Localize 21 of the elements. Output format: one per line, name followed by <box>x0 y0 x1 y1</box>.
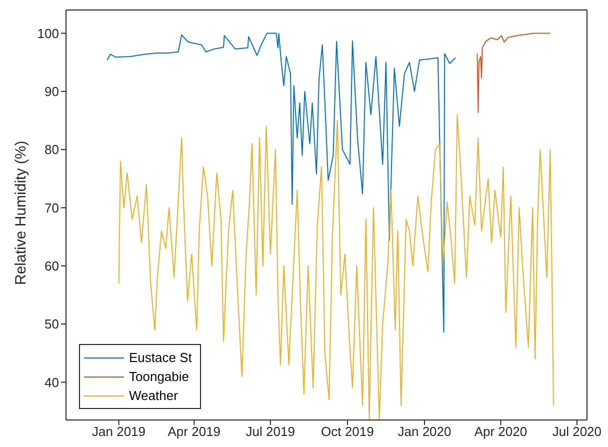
x-tick-label: Jan 2019 <box>92 424 146 440</box>
y-tick-label: 40 <box>44 374 59 390</box>
x-tick-label: Jul 2019 <box>246 424 295 440</box>
line-series <box>118 114 554 420</box>
y-tick-label: 50 <box>44 316 59 332</box>
line-series <box>106 32 456 333</box>
y-tick-label: 70 <box>44 200 59 216</box>
legend-label: Weather <box>129 387 178 404</box>
x-tick-label: Oct 2019 <box>321 424 374 440</box>
line-series <box>476 32 551 113</box>
x-tick-label: Jan 2020 <box>398 424 452 440</box>
x-tick-label: Apr 2019 <box>168 424 221 440</box>
x-tick-label: Jul 2020 <box>552 424 602 440</box>
y-axis-title: Relative Humidity (%) <box>12 140 30 285</box>
legend-label: Eustace St <box>129 349 192 366</box>
legend-label: Toongabie <box>129 368 189 385</box>
y-tick-label: 100 <box>37 26 59 41</box>
y-tick-label: 80 <box>44 142 59 158</box>
y-tick-label: 90 <box>44 84 59 100</box>
x-tick-label: Apr 2020 <box>474 424 528 440</box>
y-tick-label: 60 <box>44 258 59 274</box>
